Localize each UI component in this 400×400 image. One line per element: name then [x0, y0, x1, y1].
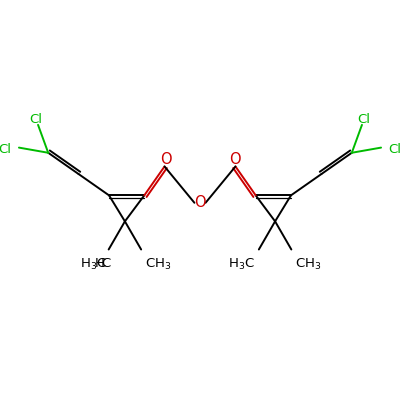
Text: CH$_3$: CH$_3$ [295, 257, 322, 272]
Text: O: O [194, 195, 206, 210]
Text: H$_3$C: H$_3$C [228, 257, 255, 272]
Text: C: C [101, 257, 110, 270]
Text: Cl: Cl [0, 143, 12, 156]
Text: O: O [160, 152, 171, 168]
Text: Cl: Cl [30, 113, 43, 126]
Text: H$_3$C: H$_3$C [80, 257, 107, 272]
Text: H: H [95, 257, 105, 270]
Text: Cl: Cl [357, 113, 370, 126]
Text: O: O [229, 152, 240, 168]
Text: Cl: Cl [388, 143, 400, 156]
Text: CH$_3$: CH$_3$ [145, 257, 171, 272]
